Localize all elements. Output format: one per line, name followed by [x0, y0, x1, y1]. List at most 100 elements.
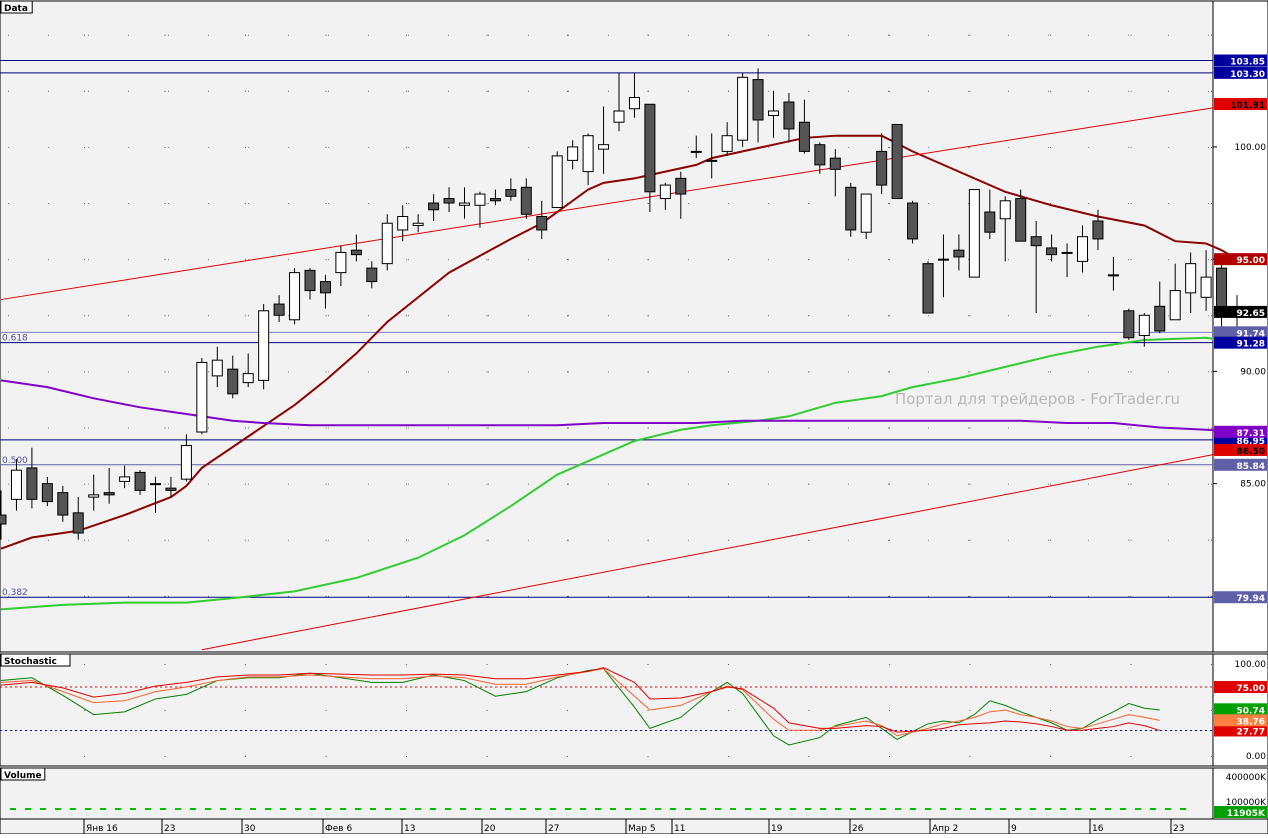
grid-dot [567, 90, 568, 92]
level-tag: 85.84 [1237, 462, 1265, 472]
grid-dot [1168, 371, 1169, 373]
grid-dot [408, 595, 409, 597]
candle-body [165, 487, 177, 491]
grid-dot [648, 595, 649, 597]
grid-dot [486, 595, 488, 597]
grid-dot [969, 483, 971, 485]
grid-dot [488, 259, 489, 261]
grid-dot [1048, 371, 1049, 373]
grid-dot [406, 34, 407, 36]
grid-dot [164, 710, 166, 711]
grid-dot [245, 315, 246, 317]
grid-dot [808, 315, 809, 317]
grid-dot [325, 595, 327, 597]
grid-dot [1050, 664, 1051, 665]
grid-dot [88, 203, 89, 205]
x-tick-label: 13 [404, 824, 415, 834]
grid-dot [245, 34, 246, 36]
price-tag-box [1214, 253, 1267, 266]
grid-dot [1088, 203, 1089, 205]
grid-dot [848, 146, 849, 148]
x-tick-label: 20 [484, 824, 496, 834]
grid-dot [1088, 427, 1089, 429]
grid-dot [245, 203, 246, 205]
grid-dot [968, 539, 969, 541]
grid-dot [245, 90, 246, 92]
grid-dot [728, 315, 729, 317]
grid-dot [928, 259, 929, 261]
grid-dot [164, 371, 166, 373]
grid-dot [208, 427, 209, 429]
grid-dot [1128, 595, 1129, 597]
grid-dot [968, 203, 969, 205]
grid-dot [1048, 427, 1049, 429]
grid-dot [486, 371, 488, 373]
grid-dot [768, 483, 769, 485]
grid-dot [1050, 371, 1051, 373]
grid-dot [888, 539, 889, 541]
grid-dot [325, 483, 327, 485]
grid-dot [88, 315, 89, 317]
grid-dot [728, 756, 729, 757]
candle-body [984, 211, 996, 233]
grid-dot [84, 427, 85, 429]
grid-dot [1050, 539, 1051, 541]
grid-dot [325, 539, 327, 541]
grid-dot [328, 371, 329, 373]
candle-body [180, 444, 192, 480]
grid-dot [48, 90, 49, 92]
grid-dot [608, 371, 609, 373]
grid-dot [84, 259, 85, 261]
grid-dot [48, 427, 49, 429]
grid-dot [1048, 146, 1049, 148]
grid-dot [1128, 34, 1129, 36]
grid-dot [245, 756, 246, 757]
grid-dot [128, 371, 129, 373]
grid-dot [528, 371, 529, 373]
grid-dot [248, 90, 249, 92]
grid-dot [1008, 315, 1009, 317]
grid-dot [728, 595, 729, 597]
grid-dot [1130, 259, 1132, 261]
grid-dot [408, 315, 409, 317]
grid-dot [1168, 90, 1169, 92]
grid-dot [486, 539, 488, 541]
grid-dot [448, 146, 449, 148]
candle-body [474, 193, 486, 206]
grid-dot [486, 756, 488, 757]
price-tag-box [1214, 425, 1267, 438]
grid-dot [888, 371, 889, 373]
grid-dot [647, 664, 649, 665]
grid-dot [368, 146, 369, 148]
grid-dot [968, 146, 969, 148]
candle-body [319, 281, 331, 294]
grid-dot [1208, 539, 1209, 541]
x-tick-label: 16 [1092, 824, 1104, 834]
grid-dot [1008, 595, 1009, 597]
grid-dot [8, 259, 9, 261]
grid-dot [328, 34, 329, 36]
grid-dot [1050, 203, 1051, 205]
grid-dot [168, 90, 169, 92]
grid-dot [848, 259, 849, 261]
grid-dot [568, 259, 569, 261]
series-line [0, 379, 1238, 433]
candle-body [829, 157, 841, 170]
grid-dot [1208, 34, 1209, 36]
grid-dot [567, 427, 568, 429]
grid-dot [288, 371, 289, 373]
grid-dot [1211, 146, 1212, 148]
stoch-tag-box [1214, 703, 1267, 716]
grid-dot [325, 90, 327, 92]
y-tick-label: 400000K [1226, 773, 1267, 783]
grid-dot [1208, 595, 1209, 597]
candle-body [721, 135, 733, 152]
price-tag: 95.00 [1237, 256, 1265, 266]
grid-dot [208, 203, 209, 205]
grid-dot [486, 315, 488, 317]
grid-dot [8, 146, 9, 148]
grid-dot [1008, 34, 1009, 36]
grid-dot [488, 146, 489, 148]
grid-dot [728, 371, 729, 373]
grid-dot [608, 539, 609, 541]
